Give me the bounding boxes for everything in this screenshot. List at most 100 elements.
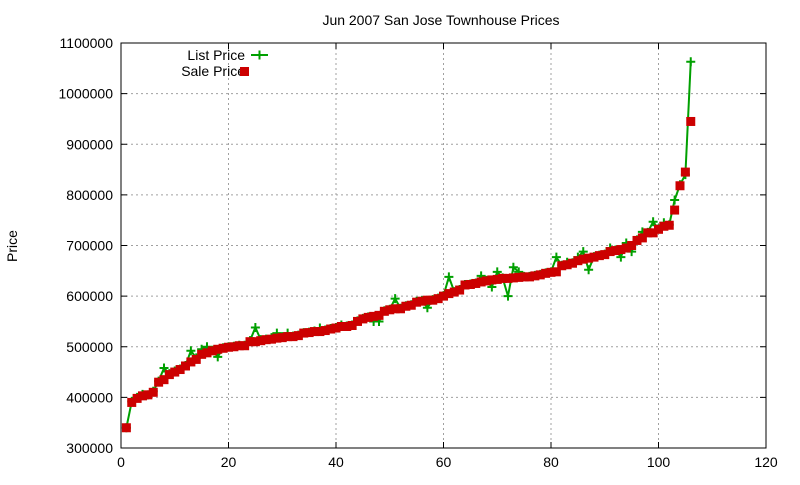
sale-price-point xyxy=(471,278,481,288)
sale-price-point xyxy=(455,285,465,295)
plot-border xyxy=(120,42,767,449)
sale-price-point xyxy=(358,314,368,324)
sale-price-point xyxy=(331,323,341,333)
sale-price-point xyxy=(245,337,255,347)
y-axis-label: Price xyxy=(4,230,20,262)
legend-label-sale-price: Sale Price xyxy=(181,63,245,79)
sale-price-point xyxy=(320,326,330,336)
list-price-point xyxy=(159,363,169,373)
sale-price-point xyxy=(336,322,346,331)
list-price-point xyxy=(250,323,260,333)
y-tick-label: 300000 xyxy=(66,440,113,456)
sale-price-point xyxy=(363,312,373,322)
list-price-point xyxy=(686,57,696,67)
sale-price-point xyxy=(686,116,696,126)
list-price-point xyxy=(551,252,561,262)
sale-price-point xyxy=(159,375,169,385)
y-tick-label: 400000 xyxy=(66,389,113,405)
sale-price-point xyxy=(584,253,594,263)
list-price-point xyxy=(213,352,223,362)
sale-price-point xyxy=(224,342,233,352)
ticks: 0 20 40 60 80 100 120 300000 400000 500000 600000 7… xyxy=(58,35,777,470)
sale-price-point xyxy=(514,272,524,282)
sale-price-point xyxy=(664,220,674,230)
list-price-point xyxy=(186,346,196,356)
sale-price-point xyxy=(353,316,362,326)
legend-label-list-price: List Price xyxy=(187,47,245,63)
list-price-point xyxy=(492,267,502,277)
sale-price-point xyxy=(250,337,260,347)
sale-price-point xyxy=(186,357,196,367)
x-tick-label: 20 xyxy=(221,454,237,470)
sale-price-point xyxy=(401,301,411,311)
sale-price-point xyxy=(659,221,669,231)
sale-price-point xyxy=(578,254,588,264)
sale-price-point xyxy=(213,344,223,354)
sale-price-point xyxy=(379,306,389,316)
sale-price-point xyxy=(374,310,384,320)
sale-price-point xyxy=(568,258,577,268)
sale-price-point xyxy=(600,250,610,260)
sale-price-point xyxy=(465,279,475,289)
plot-area xyxy=(121,57,696,433)
sale-price-point xyxy=(121,423,131,433)
x-tick-label: 120 xyxy=(754,454,778,470)
sale-price-point xyxy=(476,277,486,287)
list-price-point xyxy=(584,265,594,275)
sale-price-point xyxy=(406,300,416,310)
sale-price-point xyxy=(175,365,185,375)
sale-price-point xyxy=(304,328,314,338)
sale-price-point xyxy=(261,335,271,345)
sale-price-point xyxy=(498,273,508,283)
sale-price-point xyxy=(557,261,567,271)
sale-price-point xyxy=(396,304,405,314)
sale-price-point xyxy=(181,361,190,371)
list-price-point xyxy=(444,272,454,282)
sale-price-point xyxy=(229,342,239,352)
sale-price-point xyxy=(616,245,626,255)
sale-price-point xyxy=(422,295,432,305)
sale-price-point xyxy=(439,291,448,301)
y-tick-label: 800000 xyxy=(66,187,113,203)
sale-price-point xyxy=(191,354,201,364)
sale-price-point xyxy=(197,349,207,359)
sale-price-point xyxy=(428,295,438,305)
sale-price-point xyxy=(594,251,604,261)
sale-price-point xyxy=(256,336,266,346)
sale-price-point xyxy=(170,367,180,377)
sale-price-point xyxy=(207,346,217,356)
sale-price-point xyxy=(621,243,631,253)
sale-price-point xyxy=(390,304,400,314)
sale-price-point xyxy=(288,332,298,342)
sale-price-point xyxy=(551,267,561,277)
sale-price-point xyxy=(675,181,685,191)
sale-price-point xyxy=(277,333,287,343)
sale-price-point xyxy=(326,324,336,334)
y-tick-label: 700000 xyxy=(66,238,113,254)
sale-price-point xyxy=(492,274,502,284)
legend: List Price Sale Price xyxy=(181,47,268,79)
list-price-line xyxy=(125,61,692,428)
chart-title: Jun 2007 San Jose Townhouse Prices xyxy=(322,12,559,28)
sale-price-point xyxy=(164,370,174,380)
y-tick-label: 600000 xyxy=(66,288,113,304)
sale-price-point xyxy=(482,276,491,286)
sale-price-point xyxy=(132,393,142,403)
sale-price-point xyxy=(148,387,158,397)
sale-price-point xyxy=(487,275,497,285)
sale-price-point xyxy=(127,397,137,407)
list-price-point xyxy=(508,262,518,272)
sale-price-point xyxy=(632,235,642,245)
y-tick-label: 900000 xyxy=(66,136,113,152)
sale-price-point xyxy=(541,268,551,278)
x-tick-label: 60 xyxy=(436,454,452,470)
sale-price-point xyxy=(637,233,647,243)
list-price-point xyxy=(578,247,588,257)
sale-price-point xyxy=(611,246,620,256)
x-tick-label: 80 xyxy=(543,454,559,470)
sale-price-point xyxy=(643,228,653,238)
list-price-point xyxy=(670,195,680,205)
x-tick-label: 100 xyxy=(647,454,671,470)
list-price-point xyxy=(648,217,658,227)
